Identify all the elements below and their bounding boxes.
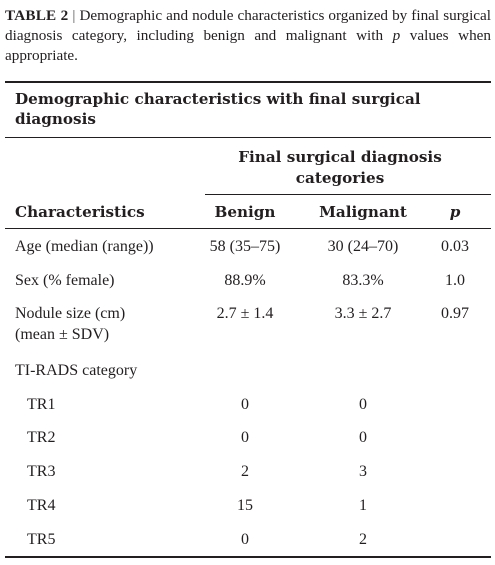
malignant-value: 0 [359,429,367,446]
group-header-rule [205,194,491,195]
table-bottom-rule [5,556,491,558]
malignant-value: 30 (24–70) [327,238,399,255]
row-label: Nodule size (cm) (mean ± SDV) [15,303,205,345]
row-label: TI-RADS category [15,362,138,379]
row-label: TR2 [27,429,56,446]
benign-value: 2.7 ± 1.4 [216,305,274,322]
section-title: Demographic characteristics with final s… [15,90,421,128]
section-rule [5,137,491,138]
malignant-value: 3 [359,463,367,480]
row-label: TR1 [27,396,56,413]
row-label-line1: Nodule size (cm) [15,305,126,322]
caption-p-symbol: p [392,27,401,44]
malignant-value: 83.3% [342,272,384,289]
column-header-benign: Benign [214,203,276,221]
header-rule [5,228,491,229]
row-label-line2: (mean ± SDV) [15,326,110,343]
malignant-value: 1 [359,497,367,514]
table-caption: TABLE 2 | Demographic and nodule character… [5,6,491,66]
row-label: TR3 [27,463,56,480]
benign-value: 0 [241,531,249,548]
benign-value: 0 [241,429,249,446]
caption-text: Demographic and nodule characteristics o… [5,7,491,44]
p-value: 0.97 [441,305,469,322]
p-value: 1.0 [445,272,465,289]
row-label: Age (median (range)) [15,238,154,255]
column-header-p: p [449,203,461,221]
table-top-rule [5,81,491,83]
benign-value: 0 [241,396,249,413]
malignant-value: 3.3 ± 2.7 [334,305,392,322]
benign-value: 15 [237,497,253,514]
table-label: TABLE 2 [5,7,69,24]
row-label: TR4 [27,497,56,514]
caption-separator: | [72,7,76,24]
benign-value: 2 [241,463,249,480]
row-label: TR5 [27,531,56,548]
malignant-value: 2 [359,531,367,548]
malignant-value: 0 [359,396,367,413]
column-header-malignant: Malignant [319,203,407,221]
benign-value: 88.9% [224,272,266,289]
column-header-characteristics: Characteristics [15,203,145,221]
group-header: Final surgical diagnosis categories [238,148,442,187]
benign-value: 58 (35–75) [209,238,281,255]
row-label: Sex (% female) [15,272,115,289]
p-value: 0.03 [441,238,469,255]
caption-text-end: values when appropriate. [5,27,492,64]
